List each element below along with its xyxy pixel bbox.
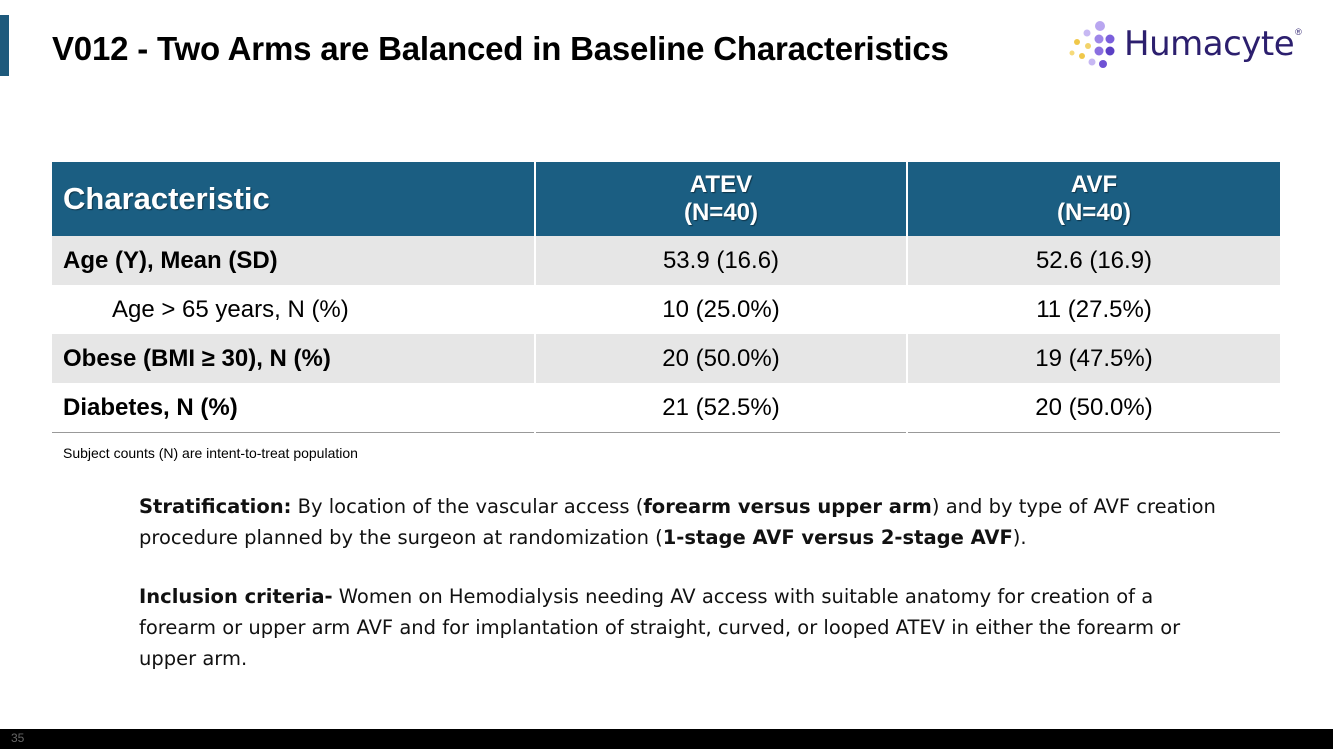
- avf-value: 52.6 (16.9): [906, 236, 1280, 285]
- header-avf-n: (N=40): [1056, 199, 1132, 226]
- avf-value: 11 (27.5%): [906, 285, 1280, 334]
- registered-mark: ®: [1295, 27, 1302, 37]
- atev-value: 21 (52.5%): [534, 383, 907, 433]
- stratification-text-2: ) and by type of AVF creation procedure …: [139, 495, 1216, 549]
- avf-value: 19 (47.5%): [906, 334, 1280, 383]
- table-footnote: Subject counts (N) are intent-to-treat p…: [63, 445, 358, 461]
- title-accent-bar: [0, 15, 9, 76]
- atev-value: 53.9 (16.6): [534, 236, 907, 285]
- stratification-bold-1: forearm versus upper arm: [643, 495, 932, 518]
- avf-value: 20 (50.0%): [906, 383, 1280, 433]
- footer-bar: 35: [0, 729, 1333, 749]
- stratification-text-1: By location of the vascular access (: [291, 495, 644, 518]
- atev-value: 20 (50.0%): [534, 334, 907, 383]
- row-label: Age > 65 years, N (%): [112, 295, 349, 323]
- baseline-characteristics-table: Characteristic ATEV (N=40) AVF (N=40) Ag…: [52, 162, 1280, 433]
- logo-wordmark: Humacyte: [1124, 24, 1295, 64]
- table-header-row: Characteristic ATEV (N=40) AVF (N=40): [52, 162, 1280, 236]
- slide-title: V012 - Two Arms are Balanced in Baseline…: [52, 30, 949, 67]
- humacyte-logo: Humacyte ®: [1066, 20, 1302, 72]
- inclusion-label: Inclusion criteria-: [139, 585, 333, 608]
- stratification-paragraph: Stratification: By location of the vascu…: [139, 491, 1229, 553]
- row-label: Diabetes, N (%): [52, 383, 535, 433]
- stratification-text-3: ).: [1012, 526, 1027, 549]
- stratification-label: Stratification:: [139, 495, 292, 518]
- slide-number: 35: [11, 731, 25, 745]
- header-atev: ATEV (N=40): [534, 162, 907, 236]
- header-characteristic: Characteristic: [52, 162, 535, 236]
- row-label: Age (Y), Mean (SD): [52, 236, 535, 285]
- table-row: Age (Y), Mean (SD) 53.9 (16.6) 52.6 (16.…: [52, 236, 1280, 285]
- atev-value: 10 (25.0%): [534, 285, 907, 334]
- inclusion-paragraph: Inclusion criteria- Women on Hemodialysi…: [139, 581, 1229, 674]
- header-atev-name: ATEV: [689, 171, 753, 198]
- table-row: Obese (BMI ≥ 30), N (%) 20 (50.0%) 19 (4…: [52, 334, 1280, 383]
- inclusion-text: Women on Hemodialysis needing AV access …: [139, 585, 1181, 670]
- header-avf-name: AVF: [1070, 171, 1118, 198]
- table-row: Age > 65 years, N (%) 10 (25.0%) 11 (27.…: [52, 285, 1280, 334]
- row-label: Obese (BMI ≥ 30), N (%): [52, 334, 535, 383]
- header-atev-n: (N=40): [683, 199, 759, 226]
- humacyte-dots-icon: [1069, 21, 1115, 68]
- stratification-bold-2: 1-stage AVF versus 2-stage AVF: [662, 526, 1013, 549]
- header-avf: AVF (N=40): [906, 162, 1280, 236]
- table-row: Diabetes, N (%) 21 (52.5%) 20 (50.0%): [52, 383, 1280, 433]
